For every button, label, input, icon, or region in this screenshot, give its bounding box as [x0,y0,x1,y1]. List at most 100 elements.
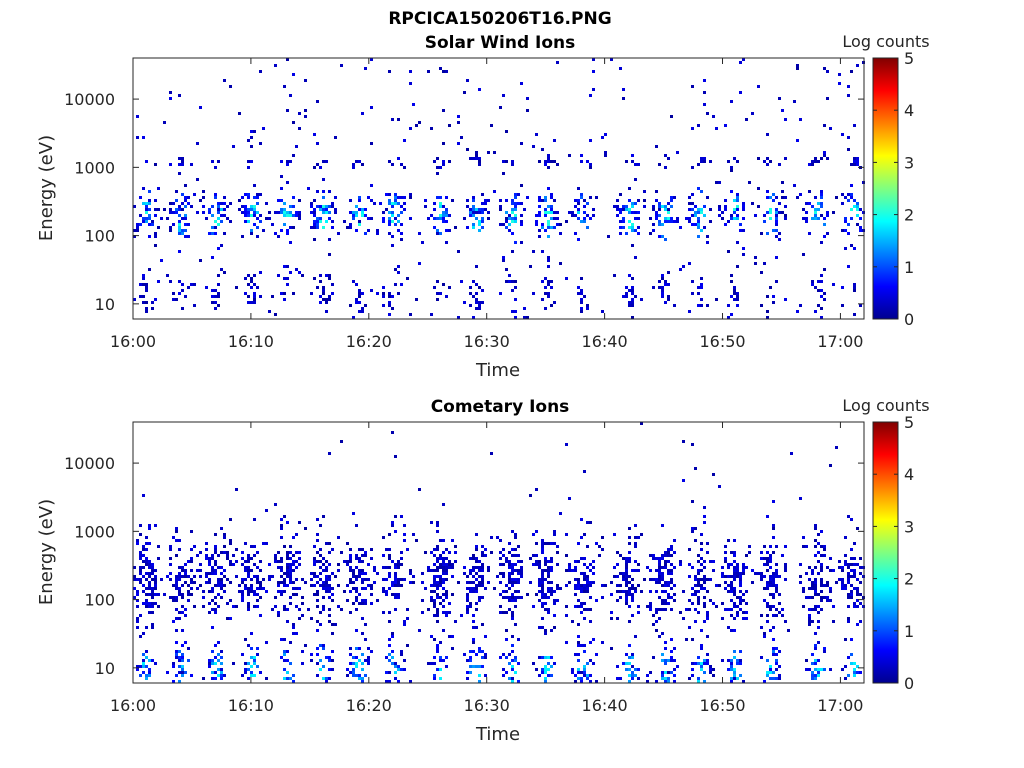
spectrogram-cell [814,539,817,542]
spectrogram-cell [730,599,733,602]
spectrogram-cell [547,569,550,572]
spectrogram-cell [250,286,253,289]
spectrogram-cell [313,199,316,202]
spectrogram-cell [439,557,442,560]
spectrogram-cell [646,680,649,683]
spectrogram-cell [448,602,451,605]
spectrogram-cell [850,163,853,166]
spectrogram-cell [673,304,676,307]
spectrogram-cell [205,217,208,220]
spectrogram-cell [442,560,445,563]
x-tick-label: 16:30 [464,696,510,715]
spectrogram-cell [544,211,547,214]
spectrogram-cell [262,127,265,130]
spectrogram-cell [289,214,292,217]
spectrogram-cell [712,560,715,563]
spectrogram-cell [754,256,757,259]
spectrogram-cell [283,545,286,548]
spectrogram-cell [622,662,625,665]
spectrogram-cell [514,241,517,244]
spectrogram-cell [223,214,226,217]
spectrogram-cell [220,527,223,530]
spectrogram-cell [178,226,181,229]
spectrogram-cell [565,569,568,572]
spectrogram-cell [703,103,706,106]
spectrogram-cell [703,157,706,160]
spectrogram-cell [724,205,727,208]
spectrogram-cell [766,557,769,560]
x-tick-label: 16:50 [699,696,745,715]
spectrogram-cell [853,668,856,671]
spectrogram-cell [349,211,352,214]
spectrogram-cell [739,581,742,584]
spectrogram-cell [451,647,454,650]
spectrogram-cell [619,596,622,599]
spectrogram-cell [472,280,475,283]
spectrogram-cell [148,208,151,211]
spectrogram-cell [721,602,724,605]
spectrogram-cell [814,674,817,677]
spectrogram-cell [553,614,556,617]
spectrogram-cell [583,617,586,620]
spectrogram-cell [145,626,148,629]
spectrogram-cell [328,211,331,214]
spectrogram-cell [139,524,142,527]
spectrogram-cell [835,446,838,449]
spectrogram-cell [154,244,157,247]
spectrogram-cell [388,620,391,623]
spectrogram-cell [775,590,778,593]
spectrogram-cell [733,629,736,632]
spectrogram-cell [286,211,289,214]
spectrogram-cell [334,196,337,199]
spectrogram-cell [436,596,439,599]
spectrogram-cell [349,671,352,674]
spectrogram-cell [400,551,403,554]
spectrogram-cell [850,569,853,572]
spectrogram-cell [715,127,718,130]
spectrogram-cell [814,647,817,650]
spectrogram-cell [670,656,673,659]
spectrogram-cell [391,163,394,166]
spectrogram-cell [772,578,775,581]
spectrogram-cell [550,629,553,632]
spectrogram-cell [826,566,829,569]
spectrogram-cell [295,566,298,569]
spectrogram-cell [772,199,775,202]
spectrogram-cell [586,304,589,307]
spectrogram-cell [250,671,253,674]
spectrogram-cell [664,280,667,283]
spectrogram-cell [742,593,745,596]
spectrogram-cell [295,587,298,590]
spectrogram-cell [277,614,280,617]
spectrogram-cell [601,548,604,551]
spectrogram-cell [475,566,478,569]
spectrogram-cell [730,190,733,193]
spectrogram-cell [472,641,475,644]
spectrogram-cell [280,575,283,578]
spectrogram-cell [805,202,808,205]
spectrogram-cell [292,626,295,629]
spectrogram-cell [742,208,745,211]
spectrogram-cell [220,671,223,674]
spectrogram-cell [769,629,772,632]
spectrogram-cell [316,599,319,602]
spectrogram-cell [439,539,442,542]
spectrogram-cell [181,665,184,668]
spectrogram-cell [553,602,556,605]
spectrogram-cell [250,647,253,650]
spectrogram-cell [256,665,259,668]
spectrogram-cell [364,304,367,307]
spectrogram-cell [670,554,673,557]
spectrogram-cell [247,677,250,680]
spectrogram-cell [241,235,244,238]
spectrogram-cell [433,563,436,566]
spectrogram-cell [736,205,739,208]
spectrogram-cell [421,599,424,602]
spectrogram-cell [583,563,586,566]
spectrogram-cell [547,668,550,671]
spectrogram-cell [556,599,559,602]
spectrogram-cell [388,659,391,662]
spectrogram-cell [418,232,421,235]
spectrogram-cell [154,662,157,665]
spectrogram-cell [292,205,295,208]
